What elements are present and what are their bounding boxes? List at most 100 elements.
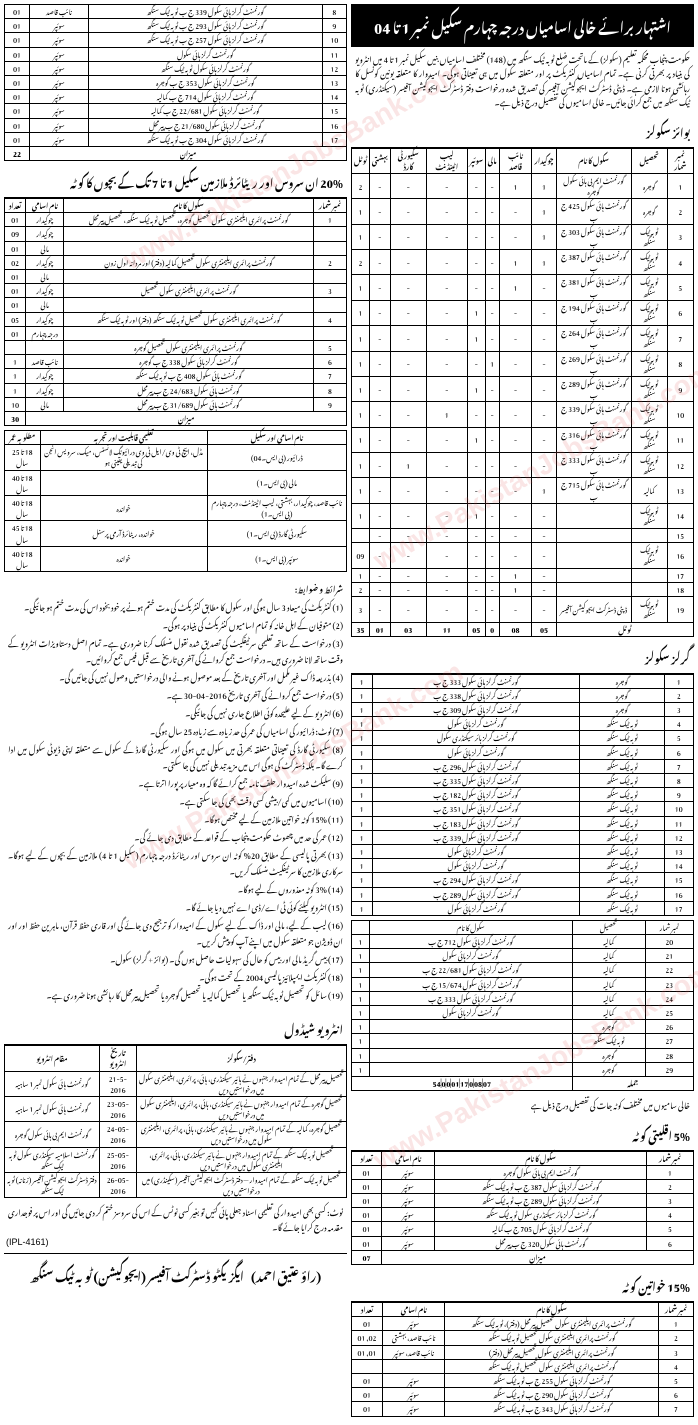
table-row: 7گورنمنٹ ہائی سکول 408 ج ب ٹوبہ ٹیک سنگھ…	[5, 369, 347, 383]
table-row: 6گورنمنٹ گرلز ہائی سکول 290 ج ب ٹوبہ ٹیک…	[352, 1388, 694, 1402]
condition-item: (2) متوفیان کے اہل خانہ کو تمام اسامیوں …	[8, 616, 343, 632]
table-row: تحصیل ٹوبہ ٹیک سنگھ کے تمام امیدوار جنہو…	[5, 1147, 347, 1172]
conditions-block: شرائط و ضوابط: (1) کنٹریکٹ کی میعاد 3 سا…	[4, 576, 347, 1008]
table-row: 1گورنمنٹ پرائمری ایلیمنٹری سکول تحصیل گو…	[5, 213, 347, 227]
footer-note: نوٹ: کسی بھی امیدوار کی تعلیمی اسناد جعل…	[4, 1202, 347, 1235]
table-row: 5ٹوبہ ٹیک سنگھگورنمنٹ ہائی سکول 381 ج ب-…	[352, 275, 694, 300]
table-row: 29گوجرہ1	[352, 1062, 694, 1076]
condition-item: (10) اسامیوں میں کمی/بیشی کسی وقت بھی کی…	[8, 792, 343, 808]
condition-item: (3) درخواست کے ساتھ تعلیمی سرٹیفکیٹ کی ت…	[8, 634, 343, 666]
table-row: تحصیل پیرمحل کے تمام امیدوار جنہوں نے ہا…	[5, 1071, 347, 1096]
table-row: 6ٹوبہ ٹیک سنگھگورنمنٹ گرلز ہائی سکول1	[352, 745, 694, 759]
table-row: نمبر شمارتحصیلسکول کا نام	[352, 920, 694, 934]
table-row: 2گوجرہگورنمنٹ گرلز ہائی سکول 338 ج ب1	[352, 688, 694, 702]
table-row: 23کمالیہگورنمنٹ گرلز ہائی سکول 15/674 ج …	[352, 977, 694, 991]
condition-item: (18) کنٹریکٹ ایمپلائیز پالیسی 2004 کے تح…	[8, 968, 343, 984]
girls-schools-table-2: نمبر شمارتحصیلسکول کا نام20کمالیہگورنمنٹ…	[351, 920, 694, 1091]
table-row: 24کمالیہگورنمنٹ گرلز ہائی سکول 333 ج ب1	[352, 991, 694, 1005]
girls-schools-title: گرلز سکولز	[351, 641, 694, 674]
table-row: 11ٹوبہ ٹیک سنگھگورنمنٹ ہائی سکول 316 ج ب…	[352, 427, 694, 452]
table-row: 7گورنمنٹ گرلز ہائی سکول 343 ج ب ٹوبہ ٹیک…	[352, 1402, 694, 1416]
table-row: 1گورنمنٹ پرائمری ایلیمنٹری سکول تحصیل پی…	[352, 1317, 694, 1331]
condition-item: (9) سلیکٹ شدہ امیدوار حلف نامہ جمع کرائے…	[8, 774, 343, 790]
table-row: 19ٹوبہ ٹیک سنگھڈپٹی ڈسٹرکٹ ایجوکیشن آفیس…	[352, 597, 694, 622]
condition-item: (11) 15% کوٹہ خواتین ملازمین کے لیے مختص…	[8, 810, 343, 826]
table-row: 3گورنمنٹ پرائمری ایلیمنٹری سکول تحصیلچوک…	[5, 284, 347, 298]
table-row: 10ٹوبہ ٹیک سنگھگورنمنٹ گرلز ہائی سکول 35…	[352, 802, 694, 816]
table-row: 1گوجرہگورنمنٹ گرلز ہائی سکول 333 ج ب1	[352, 674, 694, 688]
table-row: 8ٹوبہ ٹیک سنگھگورنمنٹ ہائی سکول 269 ج ب-…	[352, 351, 694, 376]
table-row: ڈرائیور (بی ایس۔04)مڈل، ایچ ٹی وی/ایل ٹی…	[5, 445, 347, 470]
boys-schools-title: بوائز سکولز	[351, 115, 694, 148]
condition-item: (17) بیس گریڈ مالی اور بیس کو حال کی سہو…	[8, 950, 343, 966]
table-row: 1گوجرہگورنمنٹ ایم بی ہائی سکول گوجرہ11--…	[352, 173, 694, 198]
table-row: 25کمالیہگورنمنٹ گرلز ہائی سکول1	[352, 1006, 694, 1020]
quota-5-table: نمبر شمارسکول کا نامنام اسامیتعداد 1گورن…	[351, 1151, 694, 1266]
girls-schools-table: 1گوجرہگورنمنٹ گرلز ہائی سکول 333 ج ب12گو…	[351, 674, 694, 916]
ipl-number: (IPL-4161)	[4, 1235, 347, 1249]
condition-item: (14) 3% کوٹہ معذوروں کے لیے ہوگا۔	[8, 880, 343, 896]
table-row: 9گورنمنٹ ہائی سکول 31/689 ج ب پیرمحلمالی…	[5, 397, 347, 411]
table-row: 7ٹوبہ ٹیک سنگھگورنمنٹ گرلز ہائی سکول 296…	[352, 759, 694, 773]
condition-item: (13) بھرتی پالیسی کے مطابق 20% کوٹہ ان س…	[8, 846, 343, 878]
table-row: 15گورنمنٹ گرلز ہائی سکول 22/681 ج ب کمال…	[5, 104, 347, 118]
table-row: 10ٹوبہ ٹیک سنگھگورنمنٹ ہائی سکول 339 ج ب…	[352, 402, 694, 427]
condition-item: (1) کنٹریکٹ کی میعاد 3 سال ہوگی اور سکول…	[8, 598, 343, 614]
table-row: 9ٹوبہ ٹیک سنگھگورنمنٹ ہائی سکول 289 ج ب-…	[352, 376, 694, 401]
table-row: سکیورٹی گارڈ (بی ایس۔1)خواندہ، ریٹائرڈ آ…	[5, 521, 347, 546]
table-row: 5ٹوبہ ٹیک سنگھگورنمنٹ گرلز ہائر سیکنڈری …	[352, 731, 694, 745]
table-row: سوئپر (بی ایس۔1)خواندہ18 تا 40 سال	[5, 546, 347, 571]
table-row: 7ٹوبہ ٹیک سنگھگورنمنٹ ہائی سکول 264 ج ب-…	[352, 326, 694, 351]
quota-15-table: نمبر شمارسکول کا نامنام اسامیتعداد 1گورن…	[351, 1302, 694, 1417]
table-row: 6ٹوبہ ٹیک سنگھگورنمنٹ ہائی سکول 194 ج ب-…	[352, 300, 694, 325]
quota-15-title: 15% خواتین کوٹہ	[351, 1269, 694, 1302]
table-row: 28گوجرہ1	[352, 1048, 694, 1062]
condition-item: (15) انٹرویو کیلئے کوئی ٹی اے/ڈی اے نہیں…	[8, 898, 343, 914]
table-row: 12ٹوبہ ٹیک سنگھگورنمنٹ ہائی سکول 333 ج ب…	[352, 453, 694, 478]
condition-item: (4) بذریعہ ڈاک غیر مکمل اور آخری تاریخ ک…	[8, 668, 343, 684]
table-row: 14ٹوبہ ٹیک سنگھ---1---1	[352, 503, 694, 528]
table-row: 8ٹوبہ ٹیک سنگھگورنمنٹ گرلز ہائی سکول 335…	[352, 774, 694, 788]
girls-note: خالی سامیوں میں مختلف کوٹہ جات کی تفصیل …	[351, 1095, 694, 1113]
interview-title: انٹرویو شیڈول	[4, 1012, 347, 1045]
table-row: 11ٹوبہ ٹیک سنگھگورنمنٹ گرلز ہائی سکول 18…	[352, 816, 694, 830]
table-row: 16ٹوبہ ٹیک سنگھگورنمنٹ گرلز ہائی سکول 28…	[352, 887, 694, 901]
table-row: 2گوجرہگورنمنٹ ہائی سکول 425 ج ب1------1	[352, 199, 694, 224]
table-row: تحصیل گوجرہ، کمالیہ کے تمام امیدوار جنہو…	[5, 1122, 347, 1147]
intro-text: حکومت پنجاب محکمہ تعلیم (سکولز) کے ماتحت…	[351, 49, 694, 111]
table-row: تحصیل ٹوبہ ٹیک سنگھ کے تمام امیدوار — دف…	[5, 1173, 347, 1198]
table-row: 15ٹوبہ ٹیک سنگھگورنمنٹ گرلز ہائی سکول 29…	[352, 873, 694, 887]
interview-table: دفتر/سکولزتاریخ انٹرویومقام انٹرویو تحصی…	[4, 1045, 347, 1198]
table-row: 21کمالیہگورنمنٹ گرلز ہائی سکول1	[352, 949, 694, 963]
table-row: 13کمالیہگورنمنٹ ہائی سکول 715 ج ب1------…	[352, 478, 694, 503]
condition-item: (16) لیب کے لیے، مالی اور ڈاک کے لیے سکو…	[8, 916, 343, 948]
table-row: 12ٹوبہ ٹیک سنگھگورنمنٹ گرلز ہائی سکول 33…	[352, 830, 694, 844]
condition-item: (12) عمر کی حد میں چھوٹ حکومت پنجاب کے ق…	[8, 828, 343, 844]
table-row: 4گورنمنٹ پرائمری ایلیمنٹری سکول تحصیل ٹو…	[352, 1359, 694, 1373]
table-row: 4ٹوبہ ٹیک سنگھگورنمنٹ ہائی سکول 387 ج ب1…	[352, 250, 694, 275]
qualifications-table: نام اسامی اور سکیلتعلیمی قابلیت اور تجرب…	[4, 430, 347, 572]
table-row: تحصیل گوجرہ کے تمام امیدوار جنہوں نے ہائ…	[5, 1096, 347, 1121]
table-row: نائب قاصد، چوکیدار، بہشتی، لیب اٹینڈنٹ، …	[5, 496, 347, 521]
table-row: 4ٹوبہ ٹیک سنگھگورنمنٹ گرلز ہائی سکول1	[352, 717, 694, 731]
condition-item: (19) سائل کو تحصیل ٹوبہ ٹیک سنگھ یا تحصی…	[8, 986, 343, 1002]
table-row: 27ٹوبہ ٹیک سنگھ1	[352, 1034, 694, 1048]
table-row: 3ٹوبہ ٹیک سنگھگورنمنٹ ہائی سکول 303 ج ب1…	[352, 224, 694, 249]
condition-item: (8) سکیورٹی گارڈ کی تعیناتی متعلقہ بھرتی…	[8, 740, 343, 772]
table-row: 10گورنمنٹ گرلز ہائی سکول 257 ج ب ٹوبہ ٹی…	[5, 33, 347, 47]
condition-item: (7) نوٹ: ڈرائیور کی اسامیاں کی عمر کی حد…	[8, 722, 343, 738]
table-row: 6گورنمنٹ ہائی سکول 320 ج ب پیرمحلسوئپر01	[352, 1236, 694, 1250]
condition-item: (5) درخواست جمع کروانے کی آخری تاریخ 201…	[8, 686, 343, 702]
table-row: 16ٹوبہ ٹیک سنگھ-------09	[352, 543, 694, 568]
table-row: 20کمالیہگورنمنٹ گرلز ہائی سکول 712 ج ب1	[352, 935, 694, 949]
table-row: 9ٹوبہ ٹیک سنگھگورنمنٹ گرلز ہائی سکول 182…	[352, 788, 694, 802]
table-row: 17ٹوبہ ٹیک سنگھگورنمنٹ گرلز ہائی سکول1	[352, 901, 694, 915]
table-row: مالی01	[5, 298, 347, 312]
table-row: 14ٹوبہ ٹیک سنگھگورنمنٹ گرلز ہائی سکول1	[352, 859, 694, 873]
table-row: 13ٹوبہ ٹیک سنگھگورنمنٹ گرلز ہائی سکول1	[352, 844, 694, 858]
condition-item: (6) انٹرویو کے لیے علیحدہ کوئی اطلاع جار…	[8, 704, 343, 720]
table-row: مالی (بی ایس۔1)18 تا 40 سال	[5, 470, 347, 495]
table-row: 5گورنمنٹ گرلز ہائی سکول 705 ج ب کمالیہسو…	[352, 1222, 694, 1236]
table-row: 3گوجرہگورنمنٹ گرلز ہائی سکول 309 ج ب1	[352, 703, 694, 717]
quota-20-title: 20% ان سروس اور ریٹائرڈ ملازمین سکیل 1 ت…	[4, 165, 347, 198]
